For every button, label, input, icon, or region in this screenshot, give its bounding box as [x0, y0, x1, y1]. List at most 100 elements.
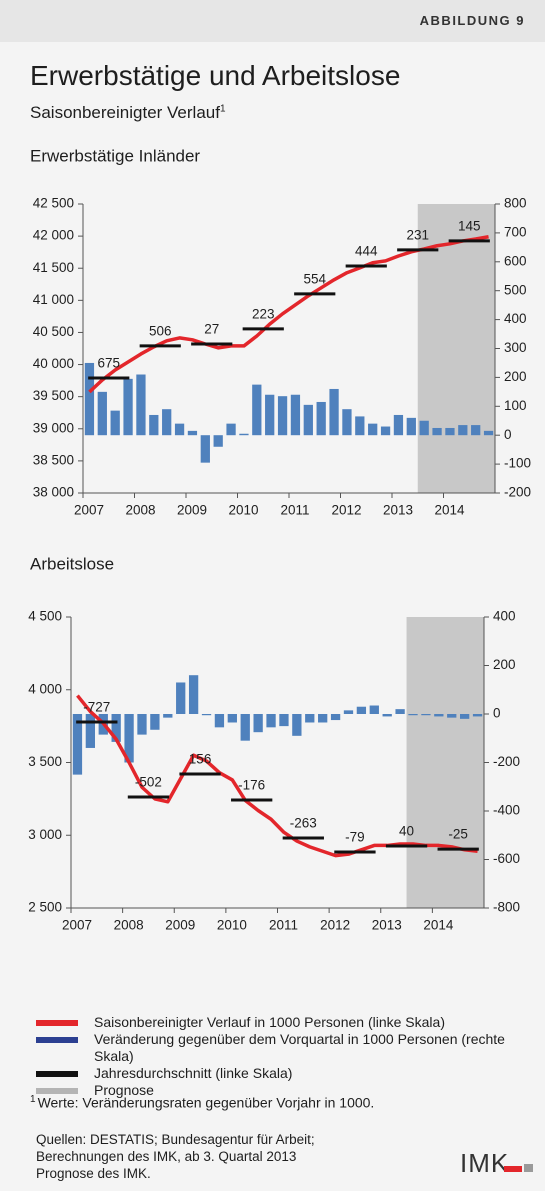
- y2-tick-label: 400: [493, 609, 516, 624]
- x-tick-label: 2011: [280, 503, 309, 518]
- legend-label: Prognose: [94, 1082, 154, 1098]
- bar: [213, 435, 223, 447]
- y2-tick-label: 400: [504, 311, 527, 326]
- change-label: 444: [355, 244, 378, 259]
- footnote: 1 Werte: Veränderungsraten gegenüber Vorj…: [30, 1094, 374, 1111]
- x-tick-label: 2007: [62, 918, 92, 933]
- y2-tick-label: -400: [493, 803, 520, 818]
- sources: Quellen: DESTATIS; Bundesagentur für Arb…: [36, 1131, 315, 1182]
- logo: IMK: [460, 1148, 510, 1178]
- bar: [342, 409, 352, 436]
- bar: [447, 714, 457, 718]
- legend-label: Saisonbereinigter Verlauf in 1000 Person…: [94, 1014, 445, 1030]
- forecast-area: [406, 617, 484, 908]
- bar: [368, 423, 378, 436]
- y2-tick-label: 200: [504, 369, 527, 384]
- bar: [137, 714, 147, 735]
- bar: [252, 384, 262, 436]
- change-label: 675: [97, 356, 120, 371]
- bar: [408, 714, 418, 716]
- legend-swatch: [36, 1071, 78, 1077]
- subtitle-note: 1: [219, 103, 226, 115]
- x-tick-label: 2012: [320, 918, 350, 933]
- y2-tick-label: -200: [493, 754, 520, 769]
- legend-label: Veränderung gegenüber dem Vorquartal in …: [94, 1031, 505, 1064]
- bar: [240, 714, 250, 741]
- change-label: -727: [83, 700, 110, 715]
- legend-item: Prognose: [36, 1082, 526, 1099]
- y2-tick-label: 0: [504, 427, 512, 442]
- bar: [174, 423, 185, 436]
- y2-tick-label: 200: [493, 657, 516, 672]
- bar: [124, 714, 134, 763]
- x-tick-label: 2007: [74, 503, 104, 518]
- source-line: Quellen: DESTATIS; Bundesagentur für Arb…: [36, 1132, 315, 1147]
- bar: [421, 714, 431, 716]
- bar: [305, 714, 315, 723]
- bar: [330, 714, 341, 721]
- y2-tick-label: 500: [504, 282, 527, 297]
- change-label: 156: [189, 752, 212, 767]
- x-tick-label: 2008: [114, 918, 144, 933]
- bar: [277, 396, 288, 436]
- bar: [201, 714, 212, 716]
- figure-label: ABBILDUNG 9: [419, 13, 525, 28]
- x-tick-label: 2010: [217, 918, 247, 933]
- y2-tick-label: -600: [493, 851, 520, 866]
- bar: [239, 433, 249, 436]
- bar: [188, 675, 199, 714]
- bar: [227, 714, 237, 723]
- bar: [279, 714, 289, 727]
- bar: [266, 714, 276, 728]
- bar: [123, 378, 133, 436]
- bar: [343, 710, 354, 714]
- line: [76, 694, 478, 858]
- change-label: 506: [149, 323, 172, 338]
- bar: [419, 420, 429, 436]
- bar: [472, 714, 483, 717]
- y-tick-label: 39 500: [33, 388, 74, 403]
- legend: Saisonbereinigter Verlauf in 1000 Person…: [36, 1014, 526, 1099]
- y-tick-label: 2 500: [28, 900, 62, 915]
- x-tick-label: 2010: [228, 503, 258, 518]
- y-tick-label: 3 000: [28, 827, 62, 842]
- logo-square: [524, 1164, 533, 1172]
- y-tick-label: 4 000: [28, 681, 62, 696]
- y-tick-label: 38 000: [33, 485, 74, 500]
- bar: [292, 714, 302, 736]
- x-tick-label: 2009: [165, 918, 195, 933]
- header-band: [0, 0, 545, 42]
- x-tick-label: 2013: [383, 503, 413, 518]
- legend-item: Veränderung gegenüber dem Vorquartal in …: [36, 1031, 526, 1065]
- change-label: -502: [135, 775, 162, 790]
- bar: [432, 427, 442, 436]
- bar: [380, 426, 391, 436]
- bar: [471, 425, 481, 436]
- bar: [483, 430, 494, 436]
- bar: [382, 714, 392, 717]
- legend-swatch: [36, 1088, 78, 1094]
- source-line: Prognose des IMK.: [36, 1166, 151, 1181]
- bar: [458, 425, 468, 436]
- subtitle-text: Saisonbereinigter Verlauf: [30, 103, 220, 122]
- bar: [110, 410, 120, 436]
- bar: [355, 416, 365, 436]
- bar: [356, 706, 367, 714]
- y2-tick-label: 0: [493, 706, 501, 721]
- bar: [393, 414, 404, 436]
- bar: [85, 714, 96, 748]
- bar: [136, 374, 146, 436]
- bar: [290, 394, 301, 436]
- y2-tick-label: -200: [504, 485, 531, 500]
- bar: [329, 388, 339, 436]
- forecast-area: [417, 204, 495, 493]
- bar: [253, 714, 263, 733]
- bar: [265, 394, 275, 436]
- source-line: Berechnungen des IMK, ab 3. Quartal 2013: [36, 1149, 297, 1164]
- x-tick-label: 2014: [434, 503, 465, 518]
- bar: [200, 435, 210, 463]
- bar: [187, 430, 198, 436]
